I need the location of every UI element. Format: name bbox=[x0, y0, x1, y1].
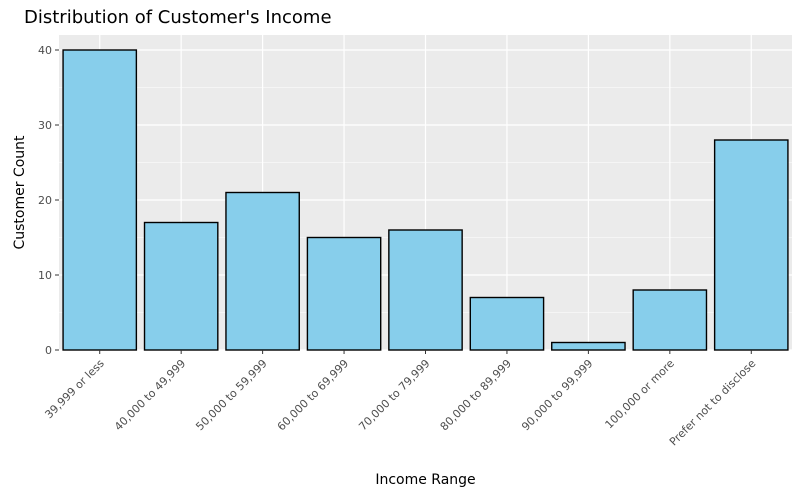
x-tick-label: 80,000 to 89,999 bbox=[438, 357, 514, 433]
bar bbox=[306, 236, 382, 351]
x-tick-label: 100,000 or more bbox=[603, 357, 678, 432]
y-axis-title: Customer Count bbox=[12, 135, 28, 250]
x-axis: 39,999 or less 40,000 to 49,999 50,000 to … bbox=[42, 350, 759, 449]
x-tick-label: 40,000 to 49,999 bbox=[112, 357, 188, 433]
y-tick-label: 0 bbox=[45, 344, 52, 357]
y-tick-label: 10 bbox=[38, 269, 52, 282]
y-axis: 0 10 20 30 40 bbox=[38, 44, 59, 357]
y-tick-label: 30 bbox=[38, 119, 52, 132]
chart-title: Distribution of Customer's Income bbox=[24, 7, 332, 28]
x-tick-label: 70,000 to 79,999 bbox=[356, 357, 432, 433]
x-tick-label: 60,000 to 69,999 bbox=[275, 357, 351, 433]
bar bbox=[225, 191, 300, 351]
bars bbox=[62, 49, 789, 351]
x-tick-label: 39,999 or less bbox=[42, 357, 107, 422]
bar bbox=[632, 289, 708, 351]
x-axis-title: Income Range bbox=[375, 472, 475, 488]
x-tick-label: 90,000 to 99,999 bbox=[519, 357, 595, 433]
bar bbox=[551, 341, 626, 351]
y-tick-label: 20 bbox=[38, 194, 52, 207]
bar bbox=[469, 296, 545, 351]
bar bbox=[62, 49, 138, 351]
y-tick-label: 40 bbox=[38, 44, 52, 57]
bar bbox=[143, 221, 219, 351]
x-tick-label: 50,000 to 59,999 bbox=[193, 357, 269, 433]
bar bbox=[713, 139, 789, 351]
bar bbox=[388, 229, 463, 351]
x-tick-label: Prefer not to disclose bbox=[667, 357, 759, 449]
